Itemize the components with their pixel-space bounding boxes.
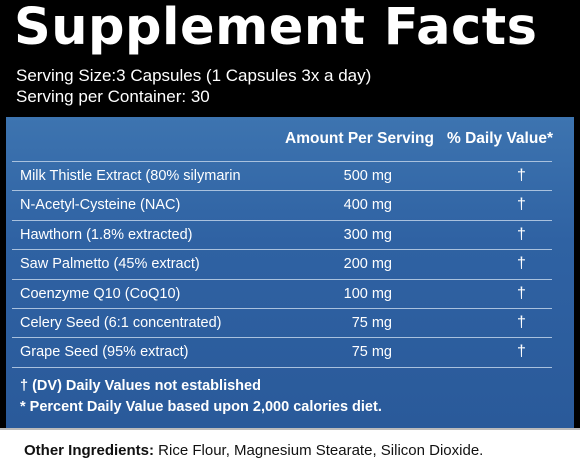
ingredient-amount: 400 mg xyxy=(343,197,392,214)
footnote-dv-not-established: † (DV) Daily Values not established xyxy=(20,378,261,394)
daily-value-mark: † xyxy=(517,343,526,361)
table-row: Saw Palmetto (45% extract) 200 mg † xyxy=(12,250,552,280)
facts-header: Supplement Facts Serving Size:3 Capsules… xyxy=(0,0,580,117)
other-ingredients: Other Ingredients: Rice Flour, Magnesium… xyxy=(0,428,580,466)
ingredient-amount: 75 mg xyxy=(351,344,392,361)
ingredient-name: Milk Thistle Extract (80% silymarin xyxy=(20,168,241,184)
daily-value-mark: † xyxy=(517,313,526,331)
daily-value-mark: † xyxy=(517,225,526,243)
ingredient-name: Grape Seed (95% extract) xyxy=(20,344,189,361)
supplement-facts-panel: Supplement Facts Serving Size:3 Capsules… xyxy=(0,0,580,428)
panel-title: Supplement Facts xyxy=(14,0,538,57)
ingredient-name: Hawthorn (1.8% extracted) xyxy=(20,226,193,243)
ingredient-name: Saw Palmetto (45% extract) xyxy=(20,256,200,273)
other-ingredients-text: Other Ingredients: Rice Flour, Magnesium… xyxy=(24,442,483,459)
ingredient-name: Coenzyme Q10 (CoQ10) xyxy=(20,285,181,302)
ingredient-amount: 200 mg xyxy=(343,256,392,273)
ingredient-amount: 100 mg xyxy=(343,285,392,302)
ingredient-amount: 75 mg xyxy=(351,314,392,331)
ingredient-rows: Milk Thistle Extract (80% silymarin 500 … xyxy=(12,161,552,368)
ingredient-name: N-Acetyl-Cysteine (NAC) xyxy=(20,197,181,214)
table-row: Coenzyme Q10 (CoQ10) 100 mg † xyxy=(12,280,552,309)
ingredient-amount: 500 mg xyxy=(343,168,392,184)
table-row: Hawthorn (1.8% extracted) 300 mg † xyxy=(12,221,552,251)
ingredient-name: Celery Seed (6:1 concentrated) xyxy=(20,314,222,331)
other-ingredients-value: Rice Flour, Magnesium Stearate, Silicon … xyxy=(154,442,484,459)
table-row: Celery Seed (6:1 concentrated) 75 mg † xyxy=(12,309,552,339)
column-header-amount: Amount Per Serving xyxy=(285,130,434,147)
column-header-daily-value: % Daily Value* xyxy=(447,130,553,147)
daily-value-mark: † xyxy=(517,196,526,214)
table-row: Grape Seed (95% extract) 75 mg † xyxy=(12,338,552,368)
daily-value-mark: † xyxy=(517,255,526,273)
footnote-percent-basis: * Percent Daily Value based upon 2,000 c… xyxy=(20,399,382,415)
ingredient-amount: 300 mg xyxy=(343,226,392,243)
nutrient-table: Amount Per Serving % Daily Value* Milk T… xyxy=(6,117,574,428)
table-row: N-Acetyl-Cysteine (NAC) 400 mg † xyxy=(12,191,552,221)
table-row: Milk Thistle Extract (80% silymarin 500 … xyxy=(12,162,552,192)
daily-value-mark: † xyxy=(517,284,526,302)
serving-size: Serving Size:3 Capsules (1 Capsules 3x a… xyxy=(16,66,372,85)
servings-per-container: Serving per Container: 30 xyxy=(16,87,210,106)
daily-value-mark: † xyxy=(517,167,526,184)
other-ingredients-label: Other Ingredients: xyxy=(24,442,155,459)
